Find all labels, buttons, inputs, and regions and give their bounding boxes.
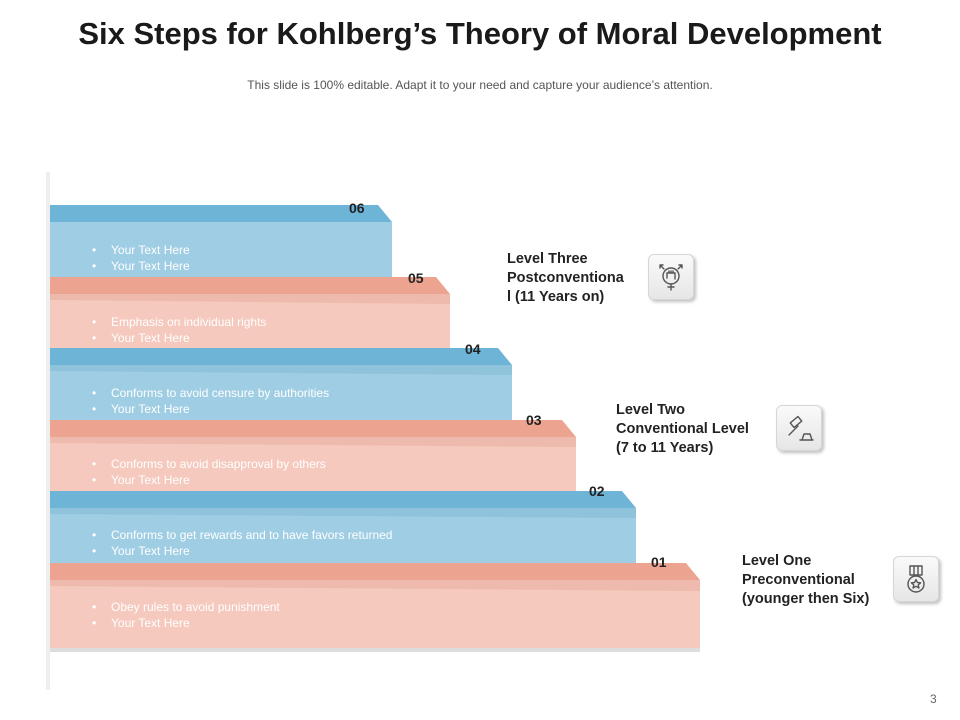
- list-item: Your Text Here: [92, 615, 280, 631]
- step-04-text: Conforms to avoid censure by authorities…: [92, 385, 329, 417]
- step-number-03: 03: [526, 412, 542, 428]
- level-one-line-1: Level One: [742, 553, 812, 569]
- staircase-left-edge: [46, 172, 50, 690]
- list-item: Emphasis on individual rights: [92, 314, 266, 330]
- fist-gender-icon: [648, 254, 694, 300]
- list-item: Your Text Here: [92, 258, 190, 274]
- slide-subtitle: This slide is 100% editable. Adapt it to…: [247, 78, 713, 92]
- list-item: Conforms to avoid disapproval by others: [92, 456, 326, 472]
- step-number-05: 05: [408, 270, 424, 286]
- step-06-text: Your Text Here Your Text Here: [92, 242, 190, 274]
- level-three-line-2: Postconventiona: [507, 270, 624, 286]
- step-05-top: [50, 277, 450, 294]
- step-03-top: [50, 420, 576, 437]
- step-01-shade: [50, 580, 700, 591]
- step-number-02: 02: [589, 483, 605, 499]
- step-02-text: Conforms to get rewards and to have favo…: [92, 527, 392, 559]
- level-two-line-1: Level Two: [616, 402, 686, 418]
- level-two-label: Level Two Conventional Level (7 to 11 Ye…: [616, 401, 749, 458]
- step-04-shade: [50, 365, 512, 375]
- level-three-label: Level Three Postconventiona l (11 Years …: [507, 250, 624, 307]
- step-03-shade: [50, 437, 576, 447]
- level-three-line-3: l (11 Years on): [507, 289, 605, 305]
- level-one-line-2: Preconventional: [742, 572, 855, 588]
- step-04-top: [50, 348, 512, 365]
- step-03-text: Conforms to avoid disapproval by others …: [92, 456, 326, 488]
- gavel-icon: [776, 405, 822, 451]
- step-number-01: 01: [651, 554, 667, 570]
- step-06-top: [50, 205, 392, 222]
- list-item: Your Text Here: [92, 242, 190, 258]
- level-two-line-2: Conventional Level: [616, 421, 749, 437]
- slide-title: Six Steps for Kohlberg’s Theory of Moral…: [78, 16, 882, 51]
- page-number: 3: [930, 692, 937, 706]
- step-number-06: 06: [349, 200, 365, 216]
- list-item: Conforms to get rewards and to have favo…: [92, 527, 392, 543]
- list-item: Your Text Here: [92, 543, 392, 559]
- step-number-04: 04: [465, 341, 481, 357]
- level-one-label: Level One Preconventional (younger then …: [742, 552, 869, 609]
- step-05-text: Emphasis on individual rights Your Text …: [92, 314, 266, 346]
- step-01-top: [50, 563, 700, 580]
- list-item: Conforms to avoid censure by authorities: [92, 385, 329, 401]
- step-05-shade: [50, 294, 450, 304]
- staircase-base-shadow: [50, 648, 700, 652]
- list-item: Your Text Here: [92, 401, 329, 417]
- level-two-line-3: (7 to 11 Years): [616, 440, 714, 456]
- list-item: Your Text Here: [92, 472, 326, 488]
- level-one-line-3: (younger then Six): [742, 591, 870, 607]
- list-item: Your Text Here: [92, 330, 266, 346]
- level-three-line-1: Level Three: [507, 251, 588, 267]
- step-01-text: Obey rules to avoid punishment Your Text…: [92, 599, 280, 631]
- step-02-top: [50, 491, 636, 508]
- medal-icon: [893, 556, 939, 602]
- step-02-shade: [50, 508, 636, 518]
- list-item: Obey rules to avoid punishment: [92, 599, 280, 615]
